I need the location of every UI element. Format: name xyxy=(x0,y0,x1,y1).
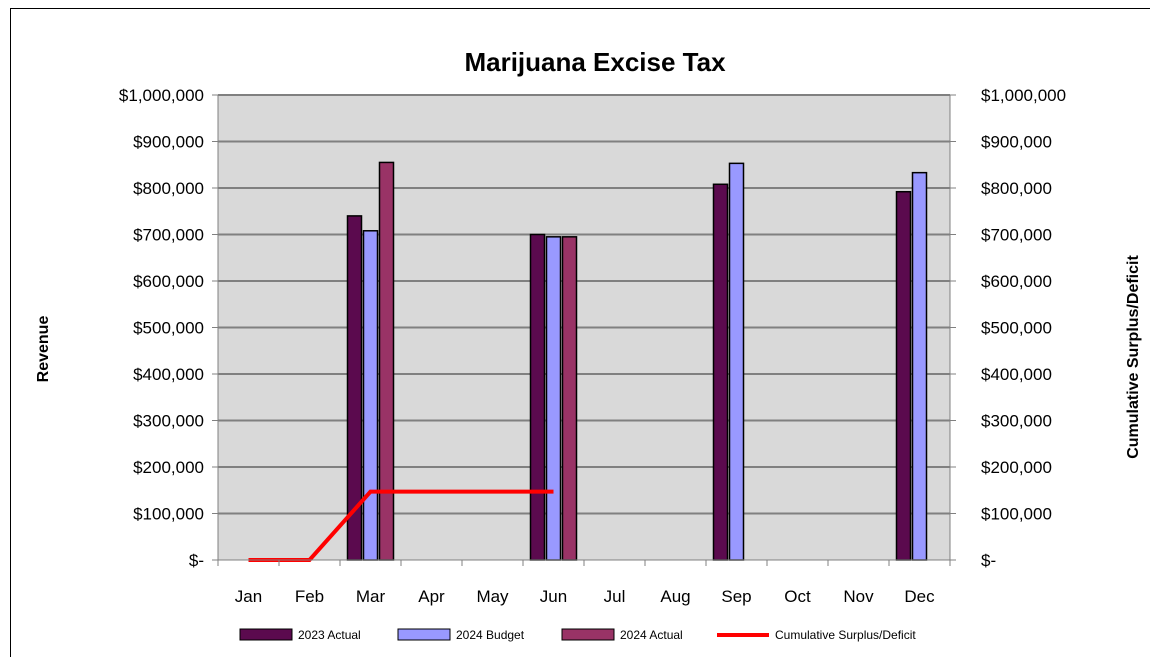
axes xyxy=(212,94,956,566)
x-tick-label: May xyxy=(476,587,509,606)
x-tick-label: Sep xyxy=(721,587,751,606)
y2-tick-label: $600,000 xyxy=(981,272,1052,291)
y2-tick-label: $400,000 xyxy=(981,365,1052,384)
x-tick-label: Feb xyxy=(295,587,324,606)
bar xyxy=(378,161,395,561)
bar xyxy=(895,190,912,561)
y-tick-label: $600,000 xyxy=(133,272,204,291)
x-tick-label: Jan xyxy=(235,587,262,606)
legend-swatch xyxy=(239,628,293,641)
y-tick-label: $400,000 xyxy=(133,365,204,384)
bar xyxy=(529,233,546,561)
y-tick-label: $500,000 xyxy=(133,319,204,338)
y2-tick-label: $100,000 xyxy=(981,505,1052,524)
bar xyxy=(561,236,578,561)
y2-tick-label: $700,000 xyxy=(981,226,1052,245)
y-tick-label: $100,000 xyxy=(133,505,204,524)
legend: 2023 Actual 2024 Budget 2024 Actual Cumulat… xyxy=(239,628,916,642)
y2-tick-label: $200,000 xyxy=(981,458,1052,477)
bar xyxy=(545,236,562,561)
y-tick-label: $700,000 xyxy=(133,226,204,245)
y-tick-label: $300,000 xyxy=(133,412,204,431)
bar xyxy=(712,183,729,561)
y-tick-label: $1,000,000 xyxy=(119,86,204,105)
y-tick-labels: $- $100,000 $200,000 $300,000 $400,000 $500,0… xyxy=(119,86,204,570)
x-tick-label: Oct xyxy=(784,587,811,606)
y2-tick-label: $1,000,000 xyxy=(981,86,1066,105)
y2-tick-label: $800,000 xyxy=(981,179,1052,198)
y2-tick-labels: $- $100,000 $200,000 $300,000 $400,000 $500,0… xyxy=(981,86,1066,570)
legend-swatch xyxy=(397,628,451,641)
x-tick-label: Aug xyxy=(660,587,690,606)
gridlines xyxy=(218,94,950,515)
legend-label: 2023 Actual xyxy=(298,628,361,642)
y2-tick-label: $- xyxy=(981,551,996,570)
legend-label: 2024 Actual xyxy=(620,628,683,642)
y-tick-label: $900,000 xyxy=(133,133,204,152)
legend-label: Cumulative Surplus/Deficit xyxy=(775,628,916,642)
x-tick-label: Jun xyxy=(540,587,567,606)
y-axis-title: Revenue xyxy=(35,316,52,383)
x-tick-label: Nov xyxy=(843,587,874,606)
x-tick-labels: Jan Feb Mar Apr May Jun Jul Aug Sep Oct Nov Dec xyxy=(235,587,935,606)
legend-label: 2024 Budget xyxy=(456,628,525,642)
y2-tick-label: $900,000 xyxy=(981,133,1052,152)
x-tick-label: Jul xyxy=(604,587,626,606)
bar xyxy=(362,230,379,561)
x-tick-label: Apr xyxy=(418,587,445,606)
x-tick-label: Dec xyxy=(904,587,935,606)
y-tick-label: $200,000 xyxy=(133,458,204,477)
x-tick-label: Mar xyxy=(356,587,386,606)
y2-tick-label: $500,000 xyxy=(981,319,1052,338)
y2-axis-title: Cumulative Surplus/Deficit xyxy=(1125,255,1142,459)
y-tick-label: $- xyxy=(189,551,204,570)
bar xyxy=(911,171,928,561)
y-tick-label: $800,000 xyxy=(133,179,204,198)
y2-tick-label: $300,000 xyxy=(981,412,1052,431)
bar xyxy=(728,162,745,561)
chart-title: Marijuana Excise Tax xyxy=(464,47,726,77)
legend-swatch xyxy=(561,628,615,641)
